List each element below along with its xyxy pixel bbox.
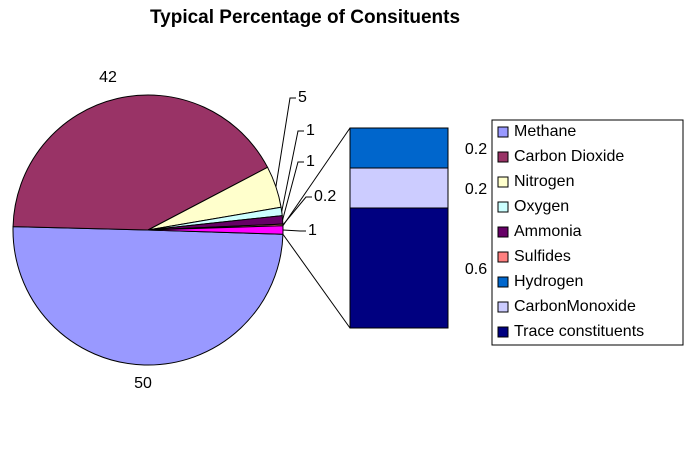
legend-label: Methane <box>514 123 576 140</box>
leader-line <box>282 229 306 232</box>
data-label: 0.2 <box>465 141 487 158</box>
legend-label: Sulfides <box>514 248 571 265</box>
legend-box <box>491 119 684 346</box>
data-label: 1 <box>308 222 317 239</box>
leader-line <box>281 130 304 212</box>
data-label: 0.2 <box>314 188 336 205</box>
chart-title: Typical Percentage of Consituents <box>150 7 460 28</box>
connector-line <box>282 233 351 329</box>
legend-swatch <box>497 301 509 313</box>
legend-swatch <box>497 151 509 163</box>
legend-label: Trace constituents <box>514 323 644 340</box>
data-label: 1 <box>306 122 315 139</box>
bar-segment <box>349 167 449 209</box>
legend-swatch <box>497 251 509 263</box>
legend-swatch <box>497 201 509 213</box>
data-label: 1 <box>306 153 315 170</box>
legend-swatch <box>497 176 509 188</box>
legend-label: Oxygen <box>514 198 569 215</box>
legend-label: Carbon Dioxide <box>514 148 624 165</box>
legend-swatch <box>497 276 509 288</box>
legend-label: Nitrogen <box>514 173 574 190</box>
legend-label: Hydrogen <box>514 273 583 290</box>
legend-swatch <box>497 326 509 338</box>
data-label: 50 <box>134 375 152 392</box>
legend-label: Ammonia <box>514 223 582 240</box>
data-label: 0.6 <box>465 261 487 278</box>
data-label: 5 <box>298 89 307 106</box>
connector-line <box>282 127 351 227</box>
bar-segment <box>349 207 449 329</box>
legend-swatch <box>497 126 509 138</box>
leader-line <box>275 97 296 187</box>
legend-swatch <box>497 226 509 238</box>
bar-segment <box>349 127 449 169</box>
leader-line <box>282 196 312 226</box>
data-label: 0.2 <box>465 181 487 198</box>
pie-slice <box>12 226 284 366</box>
legend-label: CarbonMonoxide <box>514 298 636 315</box>
data-label: 42 <box>99 69 117 86</box>
leader-line <box>282 161 304 220</box>
pie-slice <box>12 94 269 231</box>
